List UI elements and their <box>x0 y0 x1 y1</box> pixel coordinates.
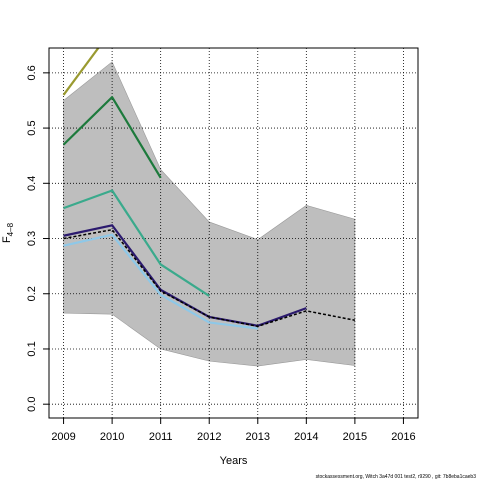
series-line-2 <box>62 96 162 179</box>
y-axis-title: F4–8 <box>1 222 15 243</box>
footer-credit: stockassessment.org, Witch 3a47d 001 tes… <box>316 474 477 480</box>
y-axis-title-subscript: 4–8 <box>6 222 15 236</box>
series-line-3 <box>63 189 210 297</box>
y-tick-label: 0.0 <box>26 397 38 412</box>
y-axis: 0.0 0.1 0.2 0.3 0.4 0.5 0.6 <box>26 65 49 412</box>
x-axis-title: Years <box>220 455 248 467</box>
x-axis: 2009 2010 2011 2012 2013 2014 2015 2016 <box>51 418 416 443</box>
series-line-6 <box>63 228 356 328</box>
y-tick-label: 0.3 <box>26 231 38 246</box>
series-line-1 <box>62 48 100 96</box>
series-line-4 <box>63 224 307 327</box>
x-tick-label: 2015 <box>343 431 367 443</box>
y-tick-label: 0.1 <box>26 341 38 356</box>
y-tick-label: 0.4 <box>26 176 38 191</box>
series-line-5 <box>63 233 258 330</box>
y-tick-label: 0.2 <box>26 286 38 301</box>
plot-frame <box>48 47 419 419</box>
series-layer <box>62 48 356 330</box>
x-tick-label: 2012 <box>197 431 221 443</box>
y-tick-label: 0.5 <box>26 120 38 135</box>
y-axis-title-main: F <box>1 236 13 243</box>
x-tick-label: 2014 <box>294 431 318 443</box>
x-tick-label: 2010 <box>100 431 124 443</box>
y-tick-label: 0.6 <box>26 65 38 80</box>
x-tick-label: 2011 <box>149 431 173 443</box>
x-tick-label: 2013 <box>246 431 270 443</box>
x-tick-label: 2016 <box>391 431 415 443</box>
x-tick-label: 2009 <box>51 431 75 443</box>
